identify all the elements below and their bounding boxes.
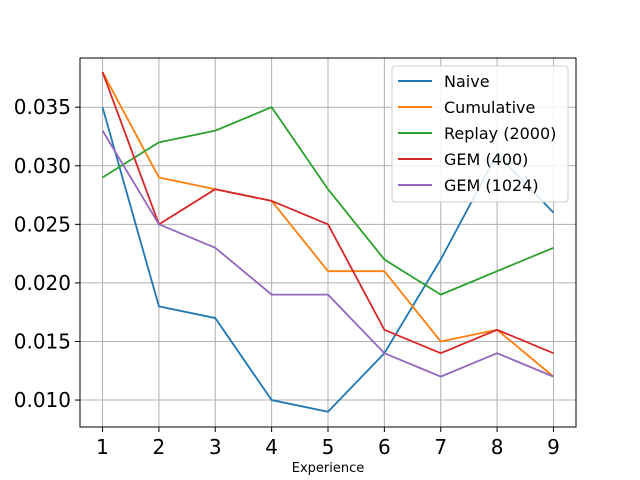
legend-entry-label: GEM (1024) xyxy=(444,176,539,195)
y-tick-label: 0.010 xyxy=(14,388,71,412)
x-tick-label: 8 xyxy=(491,435,504,459)
legend-entry-label: GEM (400) xyxy=(444,150,528,169)
x-tick-label: 3 xyxy=(209,435,222,459)
series-lines xyxy=(101,71,555,413)
legend: Naive Cumulative Replay (2000) GEM (400) GEM… xyxy=(391,65,569,203)
legend-entry-label: Cumulative xyxy=(444,98,535,117)
x-axis-label: Experience xyxy=(292,461,365,476)
y-tick-label: 0.035 xyxy=(14,95,71,119)
y-tick-label: 0.030 xyxy=(14,154,71,178)
x-tick-label: 9 xyxy=(547,435,560,459)
y-tick-label: 0.020 xyxy=(14,271,71,295)
axis-ticks: 1 2 3 4 5 6 7 8 9 0.010 0.015 0.020 0.025 0.030 0.035 xyxy=(14,95,560,459)
x-tick-label: 1 xyxy=(96,435,109,459)
legend-entry-label: Replay (2000) xyxy=(444,124,556,143)
y-tick-label: 0.025 xyxy=(14,212,71,236)
x-tick-label: 7 xyxy=(434,435,447,459)
x-tick-label: 5 xyxy=(322,435,335,459)
x-tick-label: 6 xyxy=(378,435,391,459)
y-tick-label: 0.015 xyxy=(14,329,71,353)
x-tick-label: 4 xyxy=(265,435,278,459)
series-line-1 xyxy=(101,71,555,378)
series-line-3 xyxy=(101,71,554,355)
series-line-4 xyxy=(101,130,554,378)
legend-box xyxy=(391,65,569,203)
x-tick-label: 2 xyxy=(153,435,166,459)
series-line-2 xyxy=(102,106,554,296)
legend-entry-label: Naive xyxy=(444,72,490,91)
